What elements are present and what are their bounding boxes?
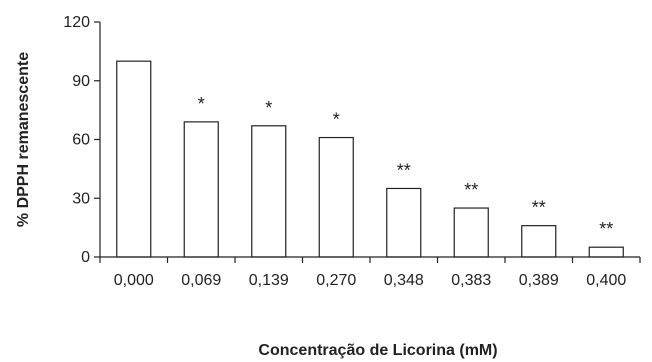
x-tick-label: 0,139 [249, 272, 289, 289]
bar-7 [588, 246, 624, 258]
significance-mark: * [265, 98, 272, 118]
x-tick-label: 0,000 [114, 272, 154, 289]
x-tick-label: 0,270 [316, 272, 356, 289]
y-tick-label: 30 [72, 190, 90, 207]
y-tick-label: 60 [72, 132, 90, 149]
x-tick-label: 0,389 [519, 272, 559, 289]
significance-mark: ** [599, 219, 613, 239]
x-tick-label: 0,400 [586, 272, 626, 289]
x-tick-label: 0,383 [451, 272, 491, 289]
x-axis-title: Concentração de Licorina (mM) [258, 342, 497, 359]
bar-3 [318, 136, 354, 258]
significance-mark: * [333, 110, 340, 130]
significance-mark: * [198, 94, 205, 114]
bar-5 [453, 207, 489, 258]
y-ticks-group: 0 30 60 90 120 [63, 14, 100, 266]
y-tick-label: 0 [81, 249, 90, 266]
bar-2 [251, 125, 287, 258]
significance-mark: ** [397, 160, 411, 180]
significance-marks-group: * ********** [198, 94, 614, 239]
bars-group [116, 60, 624, 258]
significance-mark: ** [464, 180, 478, 200]
x-tick-label: 0,069 [181, 272, 221, 289]
y-tick-label: 120 [63, 14, 90, 31]
x-ticks-group: 0,000 0,069 0,139 0,270 0,348 0,383 0,389 0,400 [99, 257, 641, 289]
bar-1 [183, 121, 219, 258]
y-axis-title: % DPPH remanescente [15, 52, 32, 227]
bar-6 [521, 225, 557, 258]
x-tick-label: 0,348 [384, 272, 424, 289]
bar-4 [386, 187, 422, 258]
y-tick-label: 90 [72, 73, 90, 90]
significance-mark: ** [532, 198, 546, 218]
bar-0 [116, 60, 152, 258]
